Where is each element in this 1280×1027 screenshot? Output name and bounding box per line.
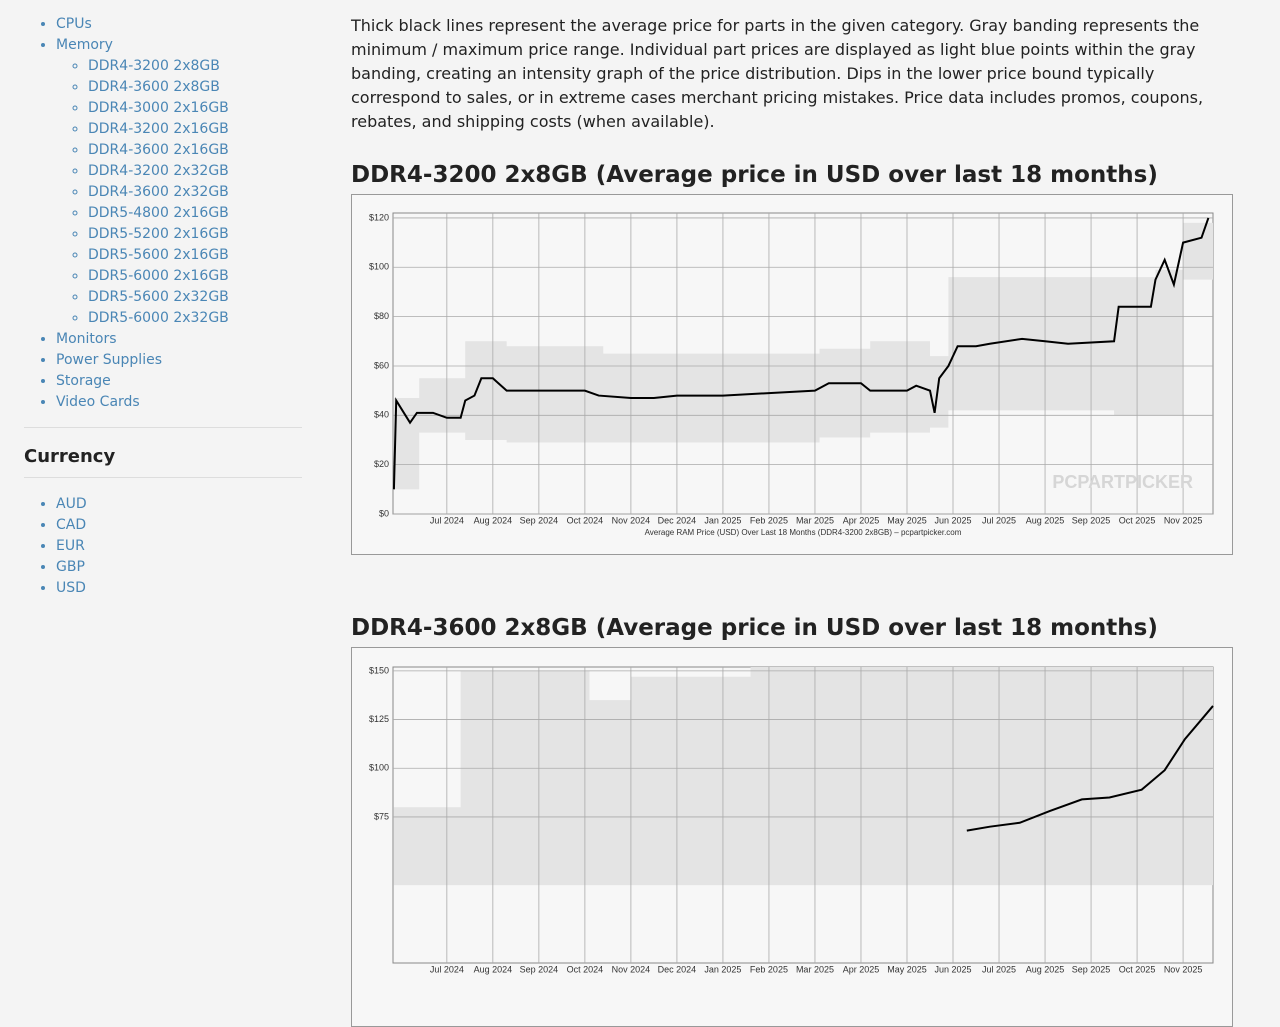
x-tick-label: Dec 2024 [658, 515, 697, 525]
x-tick-label: Feb 2025 [750, 964, 788, 974]
chart: $75 $100 $125 $150 Jul 2024 Aug 2024 Sep 2024 O… [351, 647, 1233, 1027]
nav-link[interactable]: Storage [56, 371, 302, 392]
x-tick-label: Aug 2025 [1026, 964, 1065, 974]
x-axis-label: Average RAM Price (USD) Over Last 18 Mon… [645, 528, 962, 537]
y-tick-label: $75 [374, 811, 389, 821]
currency-link[interactable]: EUR [56, 536, 302, 557]
x-tick-label: Mar 2025 [796, 515, 834, 525]
x-tick-label: Nov 2025 [1164, 964, 1203, 974]
y-tick-label: $100 [369, 763, 389, 773]
x-tick-label: Jan 2025 [704, 964, 741, 974]
x-tick-label: Nov 2024 [612, 515, 651, 525]
price-band [393, 217, 1214, 490]
nav-sublink[interactable]: DDR4-3200 2x16GB [88, 119, 302, 140]
x-tick-label: Apr 2025 [843, 964, 880, 974]
x-tick-label: Aug 2025 [1026, 515, 1065, 525]
intro-text: Thick black lines represent the average … [351, 16, 1204, 131]
currency-link[interactable]: CAD [56, 515, 302, 536]
average-line [966, 705, 1214, 832]
x-tick-label: Nov 2025 [1164, 515, 1203, 525]
y-tick-label: $80 [374, 311, 389, 321]
x-tick-label: Jul 2025 [982, 964, 1016, 974]
nav-sublink[interactable]: DDR5-6000 2x16GB [88, 266, 302, 287]
x-tick-label: Oct 2025 [1119, 964, 1156, 974]
nav-sublink[interactable]: DDR4-3600 2x8GB [88, 77, 302, 98]
nav-sublink[interactable]: DDR5-6000 2x32GB [88, 308, 302, 329]
currency-link[interactable]: GBP [56, 557, 302, 578]
page: CPUsMemoryDDR4-3200 2x8GBDDR4-3600 2x8GB… [0, 0, 1280, 833]
x-tick-label: Oct 2024 [567, 964, 604, 974]
x-tick-label: Sep 2025 [1072, 964, 1111, 974]
divider [24, 477, 302, 478]
x-tick-label: Sep 2024 [520, 964, 559, 974]
currency-list: AUDCADEURGBPUSD [24, 494, 302, 599]
x-tick-label: Oct 2024 [567, 515, 604, 525]
currency-link[interactable]: USD [56, 578, 302, 599]
y-tick-label: $40 [374, 410, 389, 420]
x-tick-label: Jan 2025 [704, 515, 741, 525]
y-tick-label: $0 [379, 508, 389, 518]
y-tick-label: $120 [369, 212, 389, 222]
nav-sublink[interactable]: DDR4-3600 2x32GB [88, 182, 302, 203]
nav-sublink[interactable]: DDR4-3200 2x8GB [88, 56, 302, 77]
chart: $0 $20 $40 $60 $80 $100 $120 Jul 2024 Aug 2024 Se… [351, 194, 1233, 555]
x-tick-label: Dec 2024 [658, 964, 697, 974]
price-band [393, 667, 1214, 886]
nav-sublink[interactable]: DDR5-5200 2x16GB [88, 224, 302, 245]
y-tick-label: $100 [369, 262, 389, 272]
nav-link[interactable]: MemoryDDR4-3200 2x8GBDDR4-3600 2x8GBDDR4… [56, 35, 302, 329]
x-tick-label: Jun 2025 [934, 515, 971, 525]
sidebar: CPUsMemoryDDR4-3200 2x8GBDDR4-3600 2x8GB… [24, 14, 302, 599]
nav-sublink[interactable]: DDR5-5600 2x32GB [88, 287, 302, 308]
x-tick-label: Feb 2025 [750, 515, 788, 525]
y-tick-label: $60 [374, 360, 389, 370]
nav-link[interactable]: Video Cards [56, 392, 302, 413]
x-tick-label: Jun 2025 [934, 964, 971, 974]
nav-sublink[interactable]: DDR5-5600 2x16GB [88, 245, 302, 266]
nav-link[interactable]: Monitors [56, 329, 302, 350]
frame [351, 194, 1233, 555]
x-tick-label: Jul 2024 [430, 515, 464, 525]
divider [24, 427, 302, 428]
nav-sublink[interactable]: DDR4-3000 2x16GB [88, 98, 302, 119]
parts-list: CPUsMemoryDDR4-3200 2x8GBDDR4-3600 2x8GB… [24, 14, 302, 413]
currency-heading: Currency [24, 446, 116, 467]
x-tick-label: Apr 2025 [843, 515, 880, 525]
x-tick-label: Jul 2024 [430, 964, 464, 974]
y-tick-label: $125 [369, 714, 389, 724]
average-line [392, 217, 1210, 490]
x-tick-label: May 2025 [887, 515, 927, 525]
x-tick-label: Sep 2024 [520, 515, 559, 525]
x-tick-label: Jul 2025 [982, 515, 1016, 525]
sub-list: DDR4-3200 2x8GBDDR4-3600 2x8GBDDR4-3000 … [56, 56, 302, 329]
chart-title: DDR4-3600 2x8GB (Average price in USD ov… [351, 615, 1158, 641]
nav-link[interactable]: Power Supplies [56, 350, 302, 371]
x-tick-label: Aug 2024 [474, 964, 513, 974]
nav-link[interactable]: CPUs [56, 14, 302, 35]
x-tick-label: Aug 2024 [474, 515, 513, 525]
x-tick-label: Nov 2024 [612, 964, 651, 974]
x-tick-label: Mar 2025 [796, 964, 834, 974]
nav-sublink[interactable]: DDR4-3200 2x32GB [88, 161, 302, 182]
watermark: PCPARTPICKER [1052, 472, 1193, 492]
y-tick-label: $20 [374, 459, 389, 469]
chart-title: DDR4-3200 2x8GB (Average price in USD ov… [351, 162, 1158, 188]
x-tick-label: Oct 2025 [1119, 515, 1156, 525]
y-tick-label: $150 [369, 665, 389, 675]
nav-sublink[interactable]: DDR4-3600 2x16GB [88, 140, 302, 161]
currency-link[interactable]: AUD [56, 494, 302, 515]
x-tick-label: Sep 2025 [1072, 515, 1111, 525]
x-tick-label: May 2025 [887, 964, 927, 974]
nav-sublink[interactable]: DDR5-4800 2x16GB [88, 203, 302, 224]
